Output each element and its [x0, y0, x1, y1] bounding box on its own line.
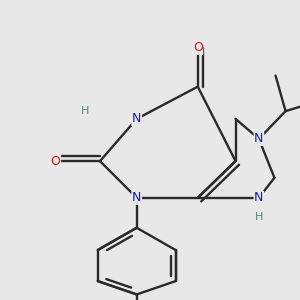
Text: H: H [255, 212, 263, 222]
Text: N: N [254, 132, 264, 146]
Text: N: N [132, 112, 141, 125]
Text: N: N [132, 191, 141, 204]
Text: O: O [193, 41, 203, 54]
Text: N: N [254, 191, 264, 204]
Text: H: H [81, 106, 90, 116]
Text: O: O [51, 154, 61, 168]
